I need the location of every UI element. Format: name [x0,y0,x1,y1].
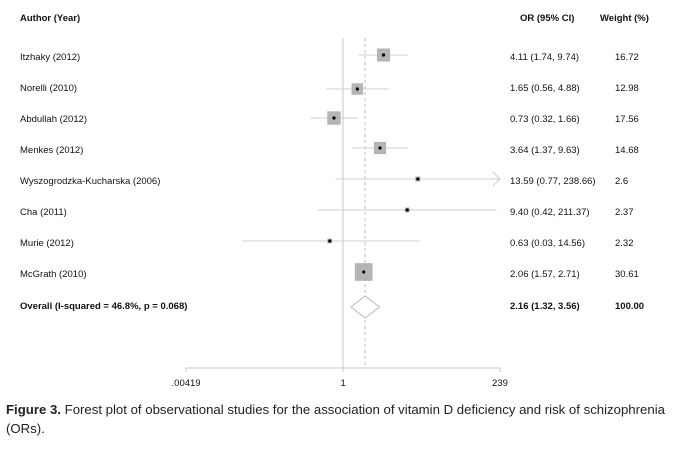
study-weight: 2.6 [615,176,629,187]
study-label: Wyszogrodzka-Kucharska (2006) [20,176,161,187]
overall-weight: 100.00 [615,301,645,312]
point-estimate [405,208,409,212]
study-or-text: 4.11 (1.74, 9.74) [510,52,580,63]
study-label: Cha (2011) [20,207,67,218]
study-weight: 30.61 [615,269,639,280]
caption-text: Forest plot of observational studies for… [6,402,665,436]
point-estimate [378,146,382,150]
header-or: OR (95% CI) [520,13,575,24]
x-tick-label: .00419 [171,378,201,389]
point-estimate [362,270,366,274]
study-weight: 16.72 [615,52,639,63]
overall-diamond [350,295,381,319]
point-estimate [332,116,336,120]
study-or-text: 0.63 (0.03, 14.56) [510,238,585,249]
study-label: Murie (2012) [20,238,74,249]
header-weight: Weight (%) [600,13,649,24]
x-tick-label: 239 [492,378,508,389]
study-label: McGrath (2010) [20,269,87,280]
ci-arrow [492,171,501,187]
study-or-text: 13.59 (0.77, 238.66) [510,176,596,187]
study-or-text: 9.40 (0.42, 211.37) [510,207,590,218]
study-or-text: 2.06 (1.57, 2.71) [510,269,580,280]
study-weight: 2.32 [615,238,634,249]
overall-or-text: 2.16 (1.32, 3.56) [510,301,580,312]
figure-number: Figure 3. [6,402,61,417]
header-study: Author (Year) [20,13,81,24]
point-estimate [416,177,420,181]
point-estimate [355,87,359,91]
study-or-text: 3.64 (1.37, 9.63) [510,145,580,156]
study-weight: 2.37 [615,207,634,218]
study-or-text: 0.73 (0.32, 1.66) [510,114,580,125]
study-weight: 17.56 [615,114,639,125]
study-label: Abdullah (2012) [20,114,88,125]
x-tick-label: 1 [340,378,346,389]
study-label: Norelli (2010) [20,83,78,94]
figure-caption: Figure 3. Forest plot of observational s… [6,400,674,438]
study-weight: 14.68 [615,145,639,156]
point-estimate [381,53,386,57]
study-label: Itzhaky (2012) [20,52,81,63]
study-weight: 12.98 [615,83,639,94]
study-or-text: 1.65 (0.56, 4.88) [510,83,580,94]
point-estimate [328,239,332,243]
overall-label: Overall (I-squared = 46.8%, p = 0.068) [20,301,188,312]
study-label: Menkes (2012) [20,145,84,156]
